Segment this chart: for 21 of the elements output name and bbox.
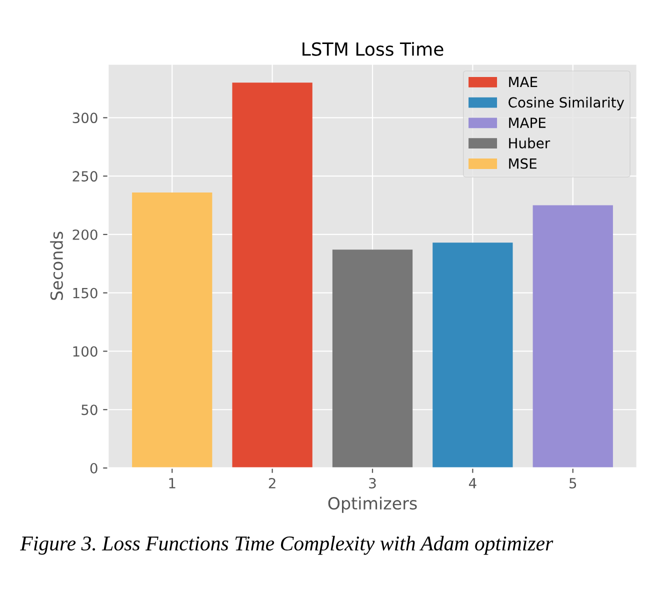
x-tick-label: 1 bbox=[169, 478, 176, 488]
legend-label: Huber bbox=[509, 138, 550, 148]
x-tick-label: 2 bbox=[268, 478, 276, 488]
x-axis-title: Optimizers bbox=[328, 496, 417, 513]
legend-label: Cosine Similarity bbox=[508, 96, 624, 110]
y-axis-title: Seconds bbox=[50, 232, 63, 300]
y-tick-label: 50 bbox=[82, 404, 98, 416]
y-tick-label: 100 bbox=[73, 346, 98, 357]
legend-label: MSE bbox=[509, 158, 536, 169]
y-tick-label: 300 bbox=[72, 112, 98, 124]
y-tick-label: 250 bbox=[72, 171, 98, 182]
y-tick-label: 0 bbox=[90, 462, 98, 474]
x-tick-label: 4 bbox=[468, 478, 476, 488]
chart-title: LSTM Loss Time bbox=[302, 42, 444, 56]
x-tick-label: 5 bbox=[570, 478, 576, 488]
legend-label: MAE bbox=[509, 76, 538, 88]
x-tick-label: 3 bbox=[369, 478, 376, 488]
legend-label: MAPE bbox=[509, 118, 546, 128]
caption: Figure 3. Loss Functions Time Complexity with Adam optimizer bbox=[20, 536, 554, 555]
y-tick-label: 200 bbox=[72, 229, 98, 240]
y-tick-label: 150 bbox=[73, 288, 98, 298]
